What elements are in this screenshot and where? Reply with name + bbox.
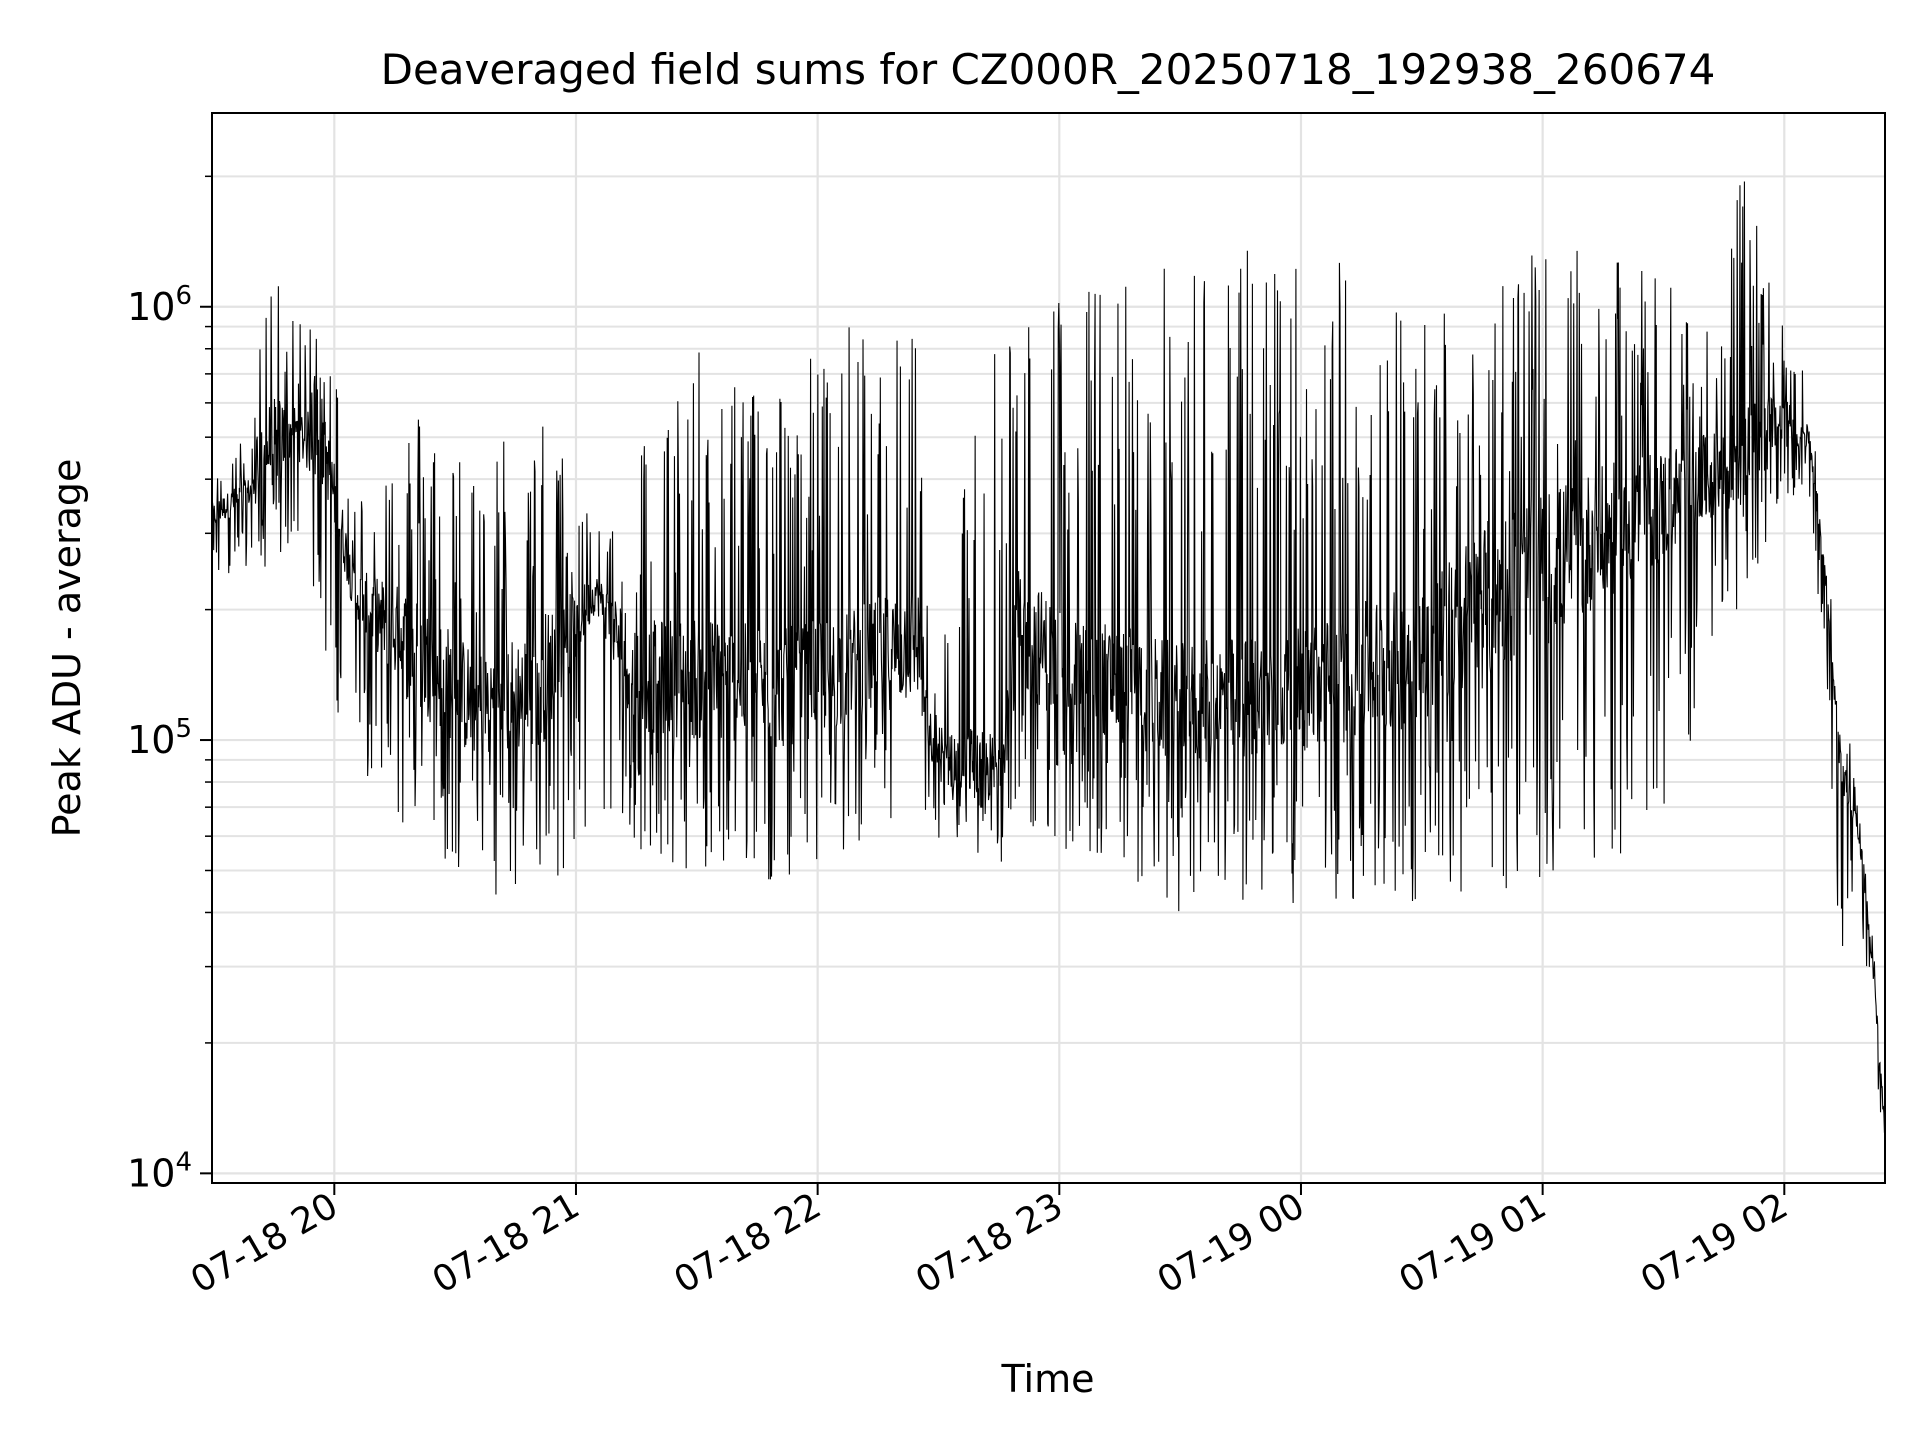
plot-frame — [211, 112, 1886, 1184]
y-axis-label: Peak ADU - average — [45, 459, 89, 838]
y-tick-label: 105 — [127, 714, 192, 762]
series-line — [212, 181, 1885, 1133]
y-tick-label: 104 — [127, 1147, 192, 1195]
y-tick-label: 106 — [127, 281, 192, 329]
y-axis-ticks: 104 105 106 — [127, 175, 212, 1195]
x-axis-label: Time — [1001, 1357, 1095, 1401]
chart-title: Deaveraged field sums for CZ000R_2025071… — [381, 45, 1716, 94]
plot-area — [212, 181, 1885, 1133]
